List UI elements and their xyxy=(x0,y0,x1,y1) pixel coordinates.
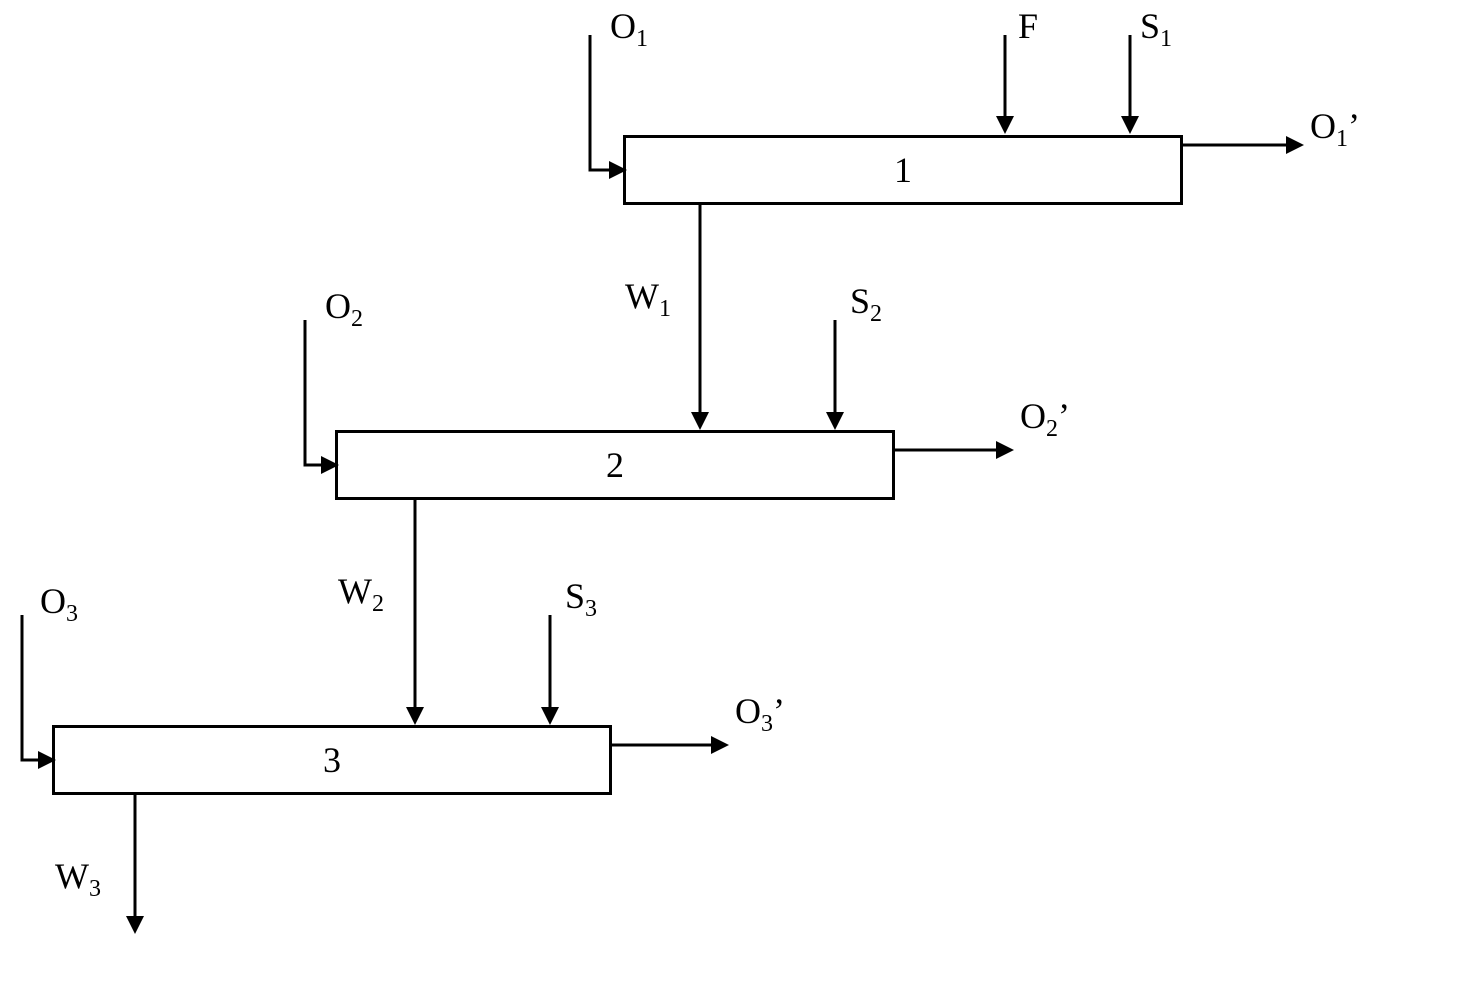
label-O2: O2 xyxy=(325,285,363,333)
label-S3: S3 xyxy=(565,575,597,623)
label-O3: O3 xyxy=(40,580,78,628)
label-O2-prime: O2’ xyxy=(1020,395,1070,443)
label-S2: S2 xyxy=(850,280,882,328)
arrows-layer xyxy=(0,0,1478,987)
label-S1: S1 xyxy=(1140,5,1172,53)
label-W2: W2 xyxy=(338,570,384,618)
label-O3-prime: O3’ xyxy=(735,690,785,738)
label-O1-prime: O1’ xyxy=(1310,105,1360,153)
label-W1: W1 xyxy=(625,275,671,323)
label-W3: W3 xyxy=(55,855,101,903)
label-O1: O1 xyxy=(610,5,648,53)
label-F: F xyxy=(1018,5,1038,47)
